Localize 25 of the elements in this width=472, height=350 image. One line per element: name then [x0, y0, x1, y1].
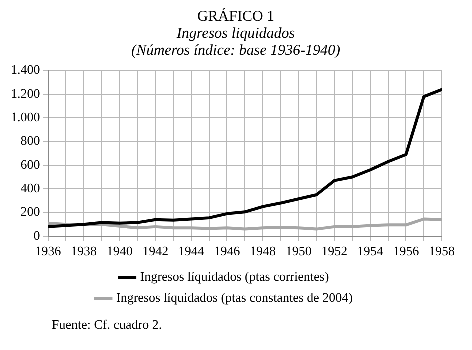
- x-tick-label: 1940: [106, 244, 133, 259]
- y-tick-label: 1.000: [11, 110, 40, 125]
- y-tick-label: 400: [20, 180, 40, 196]
- x-tick-label: 1956: [393, 244, 420, 259]
- x-tick-label: 1938: [71, 244, 98, 259]
- x-tick-label: 1948: [250, 244, 276, 259]
- y-tick-label: 1.400: [11, 62, 40, 78]
- source-note: Fuente: Cf. cuadro 2.: [52, 317, 164, 333]
- x-tick-label: 1958: [429, 244, 455, 259]
- y-tick-label: 1.200: [11, 86, 40, 101]
- x-tick-label: 1950: [286, 244, 312, 259]
- x-tick-label: 1954: [357, 244, 384, 259]
- y-tick-label: 600: [20, 156, 40, 172]
- y-tick-label: 200: [20, 204, 40, 220]
- legend-label: Ingresos líquidados (ptas constantes de 2004): [116, 290, 353, 305]
- chart-subtitle: Ingresos liquidados (Números índice: base 1936-1940): [130, 26, 342, 60]
- legend-label: Ingresos líquidados (ptas corrientes): [140, 268, 330, 284]
- y-tick-label: 800: [20, 133, 40, 148]
- x-tick-label: 1944: [178, 244, 205, 259]
- x-tick-label: 1952: [322, 244, 348, 259]
- chart-title: GRÁFICO 1: [196, 8, 276, 26]
- x-tick-label: 1946: [214, 244, 241, 259]
- x-tick-label: 1936: [35, 244, 62, 259]
- x-tick-label: 1942: [142, 244, 169, 259]
- y-tick-label: 0: [34, 228, 40, 243]
